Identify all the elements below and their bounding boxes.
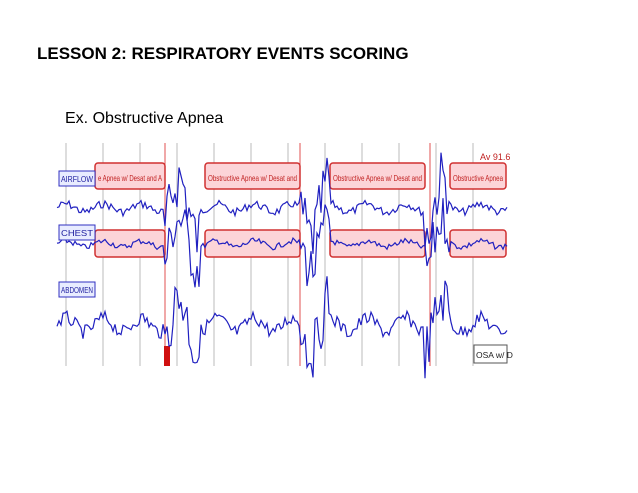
event-box bbox=[204, 162, 301, 190]
readout: Av 91.6 bbox=[480, 152, 510, 162]
channel-box bbox=[58, 281, 96, 298]
channel-label: AIRFLOW bbox=[61, 174, 93, 184]
airflow-trace bbox=[56, 152, 508, 254]
event-label: Obstructive Apnea w/ Desat and bbox=[208, 173, 297, 183]
slide-subtitle: Ex. Obstructive Apnea bbox=[65, 110, 224, 127]
channel-box bbox=[58, 224, 96, 241]
abdomen-trace bbox=[56, 276, 508, 379]
event-boxes: e Apnea w/ Desat and A Obstructive Apnea … bbox=[94, 152, 513, 364]
channel-labels: AIRFLOW CHEST ABDOMEN bbox=[58, 170, 96, 298]
channel-label: ABDOMEN bbox=[61, 285, 93, 295]
event-box bbox=[329, 162, 426, 190]
traces bbox=[56, 152, 508, 379]
marker bbox=[164, 346, 170, 366]
event-label: e Apnea w/ Desat and A bbox=[98, 173, 162, 183]
event-label: Obstructive Apnea bbox=[453, 173, 503, 183]
chest-trace bbox=[56, 198, 508, 288]
footer-label: OSA w/ D bbox=[476, 350, 513, 360]
footer-box bbox=[473, 344, 508, 364]
event-box bbox=[449, 162, 507, 190]
channel-box bbox=[58, 170, 96, 187]
channel-label: CHEST bbox=[61, 228, 93, 238]
event-box bbox=[449, 229, 507, 258]
event-label: Obstructive Apnea w/ Desat and bbox=[333, 173, 422, 183]
event-box bbox=[94, 229, 166, 258]
slide-title: LESSON 2: RESPIRATORY EVENTS SCORING bbox=[37, 44, 409, 63]
